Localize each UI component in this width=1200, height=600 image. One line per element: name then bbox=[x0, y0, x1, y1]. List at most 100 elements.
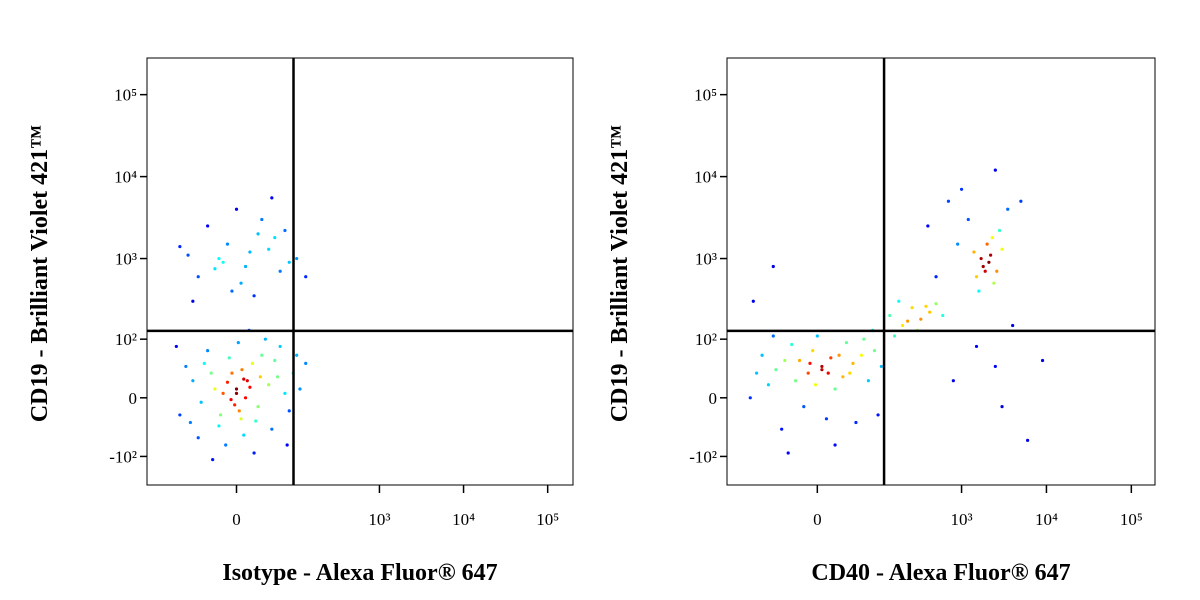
event-dot bbox=[273, 358, 277, 363]
y-axis-label: CD19 - Brilliant Violet 421™ bbox=[607, 125, 633, 422]
y-tick-label: 10³ bbox=[115, 250, 137, 269]
event-dot bbox=[256, 232, 260, 236]
event-dot bbox=[230, 289, 234, 293]
event-dot bbox=[972, 250, 976, 254]
event-dot bbox=[221, 391, 225, 395]
event-dot bbox=[260, 217, 264, 222]
event-dot bbox=[824, 417, 829, 421]
event-dot bbox=[919, 317, 923, 321]
event-dot bbox=[178, 244, 182, 249]
y-axis-label: CD19 - Brilliant Violet 421™ bbox=[27, 125, 53, 422]
event-dot bbox=[851, 361, 855, 365]
y-tick-label: 0 bbox=[709, 389, 718, 408]
event-dot bbox=[766, 383, 771, 387]
event-dot bbox=[993, 168, 997, 172]
event-dot bbox=[242, 433, 246, 437]
event-dot bbox=[992, 281, 996, 285]
event-dot bbox=[1006, 207, 1010, 211]
event-dot bbox=[854, 420, 858, 425]
event-dot bbox=[959, 187, 964, 191]
event-dot bbox=[900, 323, 905, 328]
y-tick-label: 0 bbox=[129, 389, 138, 408]
plot: -10² 0 10² 10³ 10⁴ 10⁵ 0 10³ 10⁴ 10⁵ Isotype - Ale… bbox=[27, 57, 574, 586]
event-dot bbox=[233, 403, 237, 407]
event-dot bbox=[956, 242, 960, 246]
event-dot bbox=[879, 364, 883, 369]
event-dot bbox=[206, 349, 210, 353]
event-dot bbox=[793, 379, 798, 383]
event-dot bbox=[990, 236, 994, 240]
event-dot bbox=[983, 269, 987, 273]
event-dot bbox=[974, 344, 979, 349]
event-dot bbox=[213, 387, 217, 391]
event-dot bbox=[924, 304, 928, 308]
event-dot bbox=[926, 224, 930, 228]
event-dot bbox=[240, 368, 244, 372]
event-dot bbox=[987, 260, 991, 264]
event-dot bbox=[250, 361, 255, 365]
event-dot bbox=[230, 371, 234, 375]
event-dot bbox=[820, 364, 824, 369]
x-tick-label: 10⁴ bbox=[1035, 510, 1058, 529]
event-dot bbox=[748, 396, 752, 400]
event-dot bbox=[995, 269, 999, 273]
event-dot bbox=[897, 299, 901, 303]
event-dot bbox=[997, 228, 1002, 233]
event-dot bbox=[841, 375, 845, 379]
event-dot bbox=[245, 379, 249, 383]
event-dot bbox=[876, 413, 880, 417]
event-dot bbox=[888, 313, 892, 318]
event-dot bbox=[211, 458, 215, 462]
event-dot bbox=[256, 405, 260, 409]
event-dot bbox=[298, 387, 302, 391]
event-dot bbox=[1019, 199, 1023, 203]
event-dot bbox=[892, 334, 897, 338]
event-dot bbox=[239, 281, 243, 285]
event-dot bbox=[191, 299, 195, 303]
y-tick-label: 10² bbox=[695, 330, 717, 349]
event-dot bbox=[1040, 358, 1045, 363]
event-dot bbox=[1000, 247, 1004, 251]
event-dot bbox=[278, 269, 282, 273]
event-dot bbox=[872, 349, 877, 353]
event-dot bbox=[267, 383, 271, 387]
event-dot bbox=[196, 436, 200, 440]
event-dot bbox=[774, 368, 778, 372]
event-dot bbox=[225, 242, 230, 246]
y-tick-label: 10⁴ bbox=[694, 168, 717, 187]
event-dot bbox=[985, 242, 989, 246]
x-tick-label: 10⁵ bbox=[1120, 510, 1143, 529]
event-dot bbox=[254, 419, 258, 423]
event-dot bbox=[833, 443, 837, 447]
event-dot bbox=[178, 413, 182, 417]
event-dot bbox=[862, 337, 866, 341]
event-dot bbox=[287, 409, 291, 413]
event-dot bbox=[227, 356, 231, 360]
event-dot bbox=[217, 256, 221, 261]
plot-frame bbox=[146, 57, 574, 486]
event-dot bbox=[797, 358, 802, 363]
event-dot bbox=[813, 383, 818, 387]
event-dot bbox=[951, 379, 955, 383]
event-dot bbox=[866, 379, 871, 383]
event-dot bbox=[946, 199, 951, 203]
event-dot bbox=[771, 334, 775, 338]
event-dot bbox=[237, 409, 241, 413]
y-tick-label: -10² bbox=[689, 447, 717, 466]
event-dot bbox=[966, 217, 970, 222]
x-tick-label: 10³ bbox=[951, 510, 973, 529]
event-dot bbox=[837, 353, 841, 357]
event-dot bbox=[224, 443, 228, 447]
event-dot bbox=[283, 228, 287, 233]
event-dot bbox=[833, 387, 837, 391]
event-dot bbox=[191, 379, 195, 383]
event-dot bbox=[977, 289, 981, 293]
event-dot bbox=[1026, 438, 1030, 442]
event-dot bbox=[234, 207, 239, 211]
event-dot bbox=[786, 451, 790, 455]
event-dot bbox=[808, 361, 812, 365]
event-dot bbox=[295, 256, 299, 261]
event-dot bbox=[906, 319, 910, 323]
event-dot bbox=[236, 341, 240, 345]
